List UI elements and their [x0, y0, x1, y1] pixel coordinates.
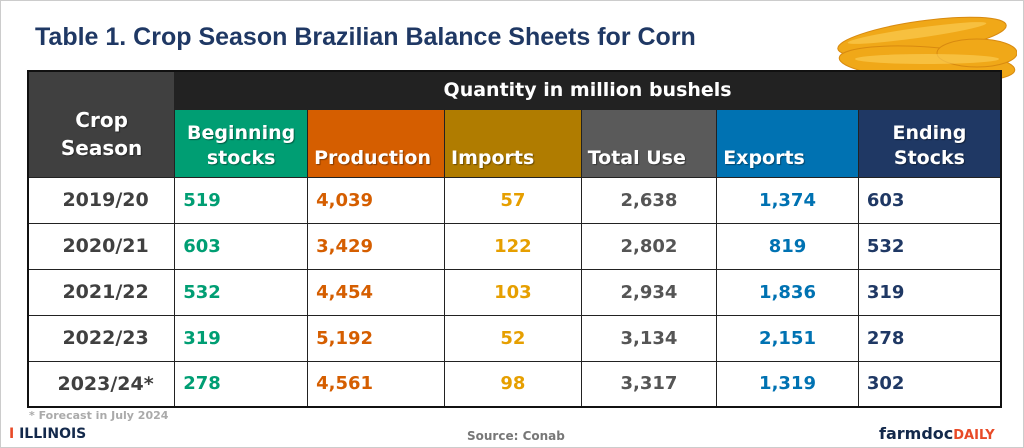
value-cell: 319: [857, 268, 1002, 316]
value-cell: 122: [444, 222, 582, 270]
column-header: Ending Stocks: [857, 108, 1002, 178]
value-cell: 3,317: [580, 360, 718, 408]
value-cell: 532: [174, 268, 309, 316]
source-note: Source: Conab: [467, 429, 565, 443]
value-cell: 278: [174, 360, 309, 408]
value-cell: 5,192: [307, 314, 446, 362]
value-cell: 2,638: [580, 176, 718, 224]
value-cell: 3,429: [307, 222, 446, 270]
value-cell: 4,039: [307, 176, 446, 224]
quantity-super-header: Quantity in million bushels: [174, 70, 1002, 110]
value-cell: 278: [857, 314, 1002, 362]
balance-sheet-table: Crop Season Quantity in million bushels B…: [27, 70, 1002, 408]
page-title: Table 1. Crop Season Brazilian Balance S…: [35, 23, 696, 51]
season-cell: 2021/22: [27, 268, 176, 316]
column-header: Total Use: [580, 108, 718, 178]
column-header: Production: [307, 108, 446, 178]
value-cell: 4,561: [307, 360, 446, 408]
footnote: * Forecast in July 2024: [29, 409, 169, 422]
season-cell: 2022/23: [27, 314, 176, 362]
value-cell: 519: [174, 176, 309, 224]
crop-season-header: Crop Season: [27, 70, 176, 178]
value-cell: 603: [857, 176, 1002, 224]
table-row: 2019/20 519 4,039 57 2,638 1,374 603: [27, 176, 1002, 224]
value-cell: 603: [174, 222, 309, 270]
value-cell: 532: [857, 222, 1002, 270]
value-cell: 1,319: [716, 360, 859, 408]
value-cell: 1,836: [716, 268, 859, 316]
value-cell: 103: [444, 268, 582, 316]
season-cell: 2023/24*: [27, 360, 176, 408]
table-row: 2021/22 532 4,454 103 2,934 1,836 319: [27, 268, 1002, 316]
column-header: Imports: [444, 108, 582, 178]
season-cell: 2019/20: [27, 176, 176, 224]
table-row: 2020/21 603 3,429 122 2,802 819 532: [27, 222, 1002, 270]
value-cell: 1,374: [716, 176, 859, 224]
table-row: 2022/23 319 5,192 52 3,134 2,151 278: [27, 314, 1002, 362]
value-cell: 319: [174, 314, 309, 362]
value-cell: 2,151: [716, 314, 859, 362]
column-header: Beginning stocks: [174, 108, 309, 178]
value-cell: 4,454: [307, 268, 446, 316]
value-cell: 98: [444, 360, 582, 408]
value-cell: 819: [716, 222, 859, 270]
season-cell: 2020/21: [27, 222, 176, 270]
column-header: Exports: [716, 108, 859, 178]
value-cell: 3,134: [580, 314, 718, 362]
table-row: 2023/24* 278 4,561 98 3,317 1,319 302: [27, 360, 1002, 408]
value-cell: 2,802: [580, 222, 718, 270]
farmdoc-daily-logo: farmdocDAILY: [879, 424, 995, 443]
illinois-logo: I ILLINOIS: [9, 426, 87, 442]
value-cell: 57: [444, 176, 582, 224]
value-cell: 52: [444, 314, 582, 362]
value-cell: 302: [857, 360, 1002, 408]
value-cell: 2,934: [580, 268, 718, 316]
